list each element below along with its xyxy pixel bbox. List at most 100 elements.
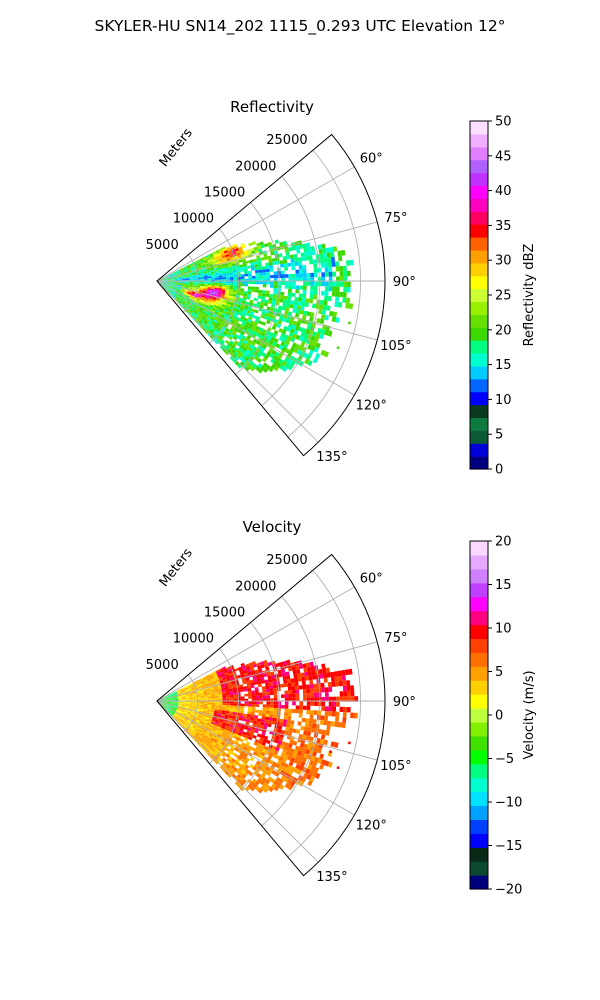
radar-gate <box>300 305 305 311</box>
azimuth-gridline <box>156 280 355 396</box>
radar-gate <box>232 687 237 691</box>
radar-gate <box>225 344 231 349</box>
radar-gate <box>230 247 235 251</box>
radar-gate <box>219 260 224 264</box>
radar-gate <box>311 250 316 256</box>
radar-gate <box>283 259 288 264</box>
radar-gate <box>215 719 220 723</box>
radar-gate <box>301 747 307 754</box>
radar-gate <box>195 259 200 263</box>
radar-gate <box>172 709 177 712</box>
radar-gate <box>178 703 183 705</box>
radar-gate <box>229 283 234 286</box>
radar-gate <box>204 313 209 317</box>
radar-gate <box>223 679 228 683</box>
radar-gate <box>246 260 251 264</box>
radar-gate <box>180 270 185 273</box>
radar-gate <box>333 671 339 677</box>
radar-gate <box>250 264 255 269</box>
radar-gate <box>306 684 310 689</box>
radar-gate <box>244 693 249 697</box>
radar-gate <box>222 300 227 304</box>
radar-gate <box>295 754 301 760</box>
colorbar-segment <box>470 554 488 570</box>
radar-gate <box>166 705 171 707</box>
radar-gate <box>296 673 302 678</box>
radar-gate <box>240 283 245 287</box>
radar-gate <box>218 286 223 289</box>
radar-gate <box>242 295 247 299</box>
radar-gate <box>234 739 240 743</box>
radar-gate <box>170 705 175 707</box>
radar-gate <box>192 737 196 741</box>
radar-gate <box>195 738 200 743</box>
radar-gate <box>187 268 192 271</box>
radar-gate <box>205 295 210 298</box>
radar-gate <box>244 366 250 372</box>
radar-gate <box>232 305 237 309</box>
radar-gate <box>247 727 252 732</box>
radar-gate <box>202 723 207 727</box>
radar-gate <box>187 689 192 692</box>
radar-gate <box>224 252 229 256</box>
radar-gate <box>163 278 168 280</box>
radar-gate <box>207 698 212 700</box>
radar-gate <box>251 241 257 245</box>
radar-gate <box>231 349 236 354</box>
radar-gate <box>234 319 240 323</box>
radar-gate <box>281 281 285 285</box>
radar-gate <box>246 296 251 300</box>
radar-gate <box>224 712 229 716</box>
radar-gate <box>209 319 214 323</box>
radar-gate <box>174 293 178 297</box>
radar-gate <box>290 258 295 263</box>
radar-gate <box>193 284 197 286</box>
radar-gate <box>249 299 254 304</box>
radar-gate <box>339 691 344 697</box>
radar-gate <box>189 275 193 277</box>
colorbar-tick-label: 5 <box>495 665 503 680</box>
radar-gate <box>322 305 328 311</box>
radar-gate <box>284 694 289 698</box>
radar-gate <box>291 333 297 339</box>
radar-gate <box>243 339 248 345</box>
radar-gate <box>192 709 196 712</box>
radar-gate <box>193 703 197 705</box>
radar-gate <box>309 316 314 322</box>
radar-gate <box>262 269 267 273</box>
radar-gate <box>222 730 227 735</box>
radar-gate <box>280 761 286 767</box>
radar-gate <box>178 279 183 281</box>
radar-gate <box>320 682 325 688</box>
radar-gate <box>218 697 223 700</box>
radar-gate <box>284 690 289 695</box>
radar-gate <box>309 259 314 265</box>
radar-gate <box>252 751 258 756</box>
radar-gate <box>261 352 267 358</box>
radar-gate <box>182 725 186 730</box>
radar-gate <box>242 319 247 324</box>
radar-gate <box>248 662 253 667</box>
radar-gate <box>192 311 196 315</box>
radar-gate <box>166 695 171 697</box>
radar-gate <box>167 702 172 704</box>
radar-gate <box>275 735 280 741</box>
radar-gate <box>304 255 310 261</box>
radar-gate <box>291 689 296 694</box>
radar-gate <box>343 271 348 277</box>
radar-gate <box>236 323 242 327</box>
radar-gate <box>200 706 204 708</box>
radar-gate <box>218 272 223 275</box>
radar-gate <box>253 261 258 265</box>
radar-gate <box>228 684 233 688</box>
radar-gate <box>236 694 241 697</box>
radar-gate <box>174 293 178 296</box>
radar-gate <box>207 286 212 289</box>
radar-gate <box>245 769 251 774</box>
colorbar-tick-label: −20 <box>495 883 522 898</box>
radar-gate <box>230 344 236 350</box>
radar-gate <box>306 324 312 331</box>
radar-gate <box>185 287 189 290</box>
radar-gate <box>227 250 233 255</box>
